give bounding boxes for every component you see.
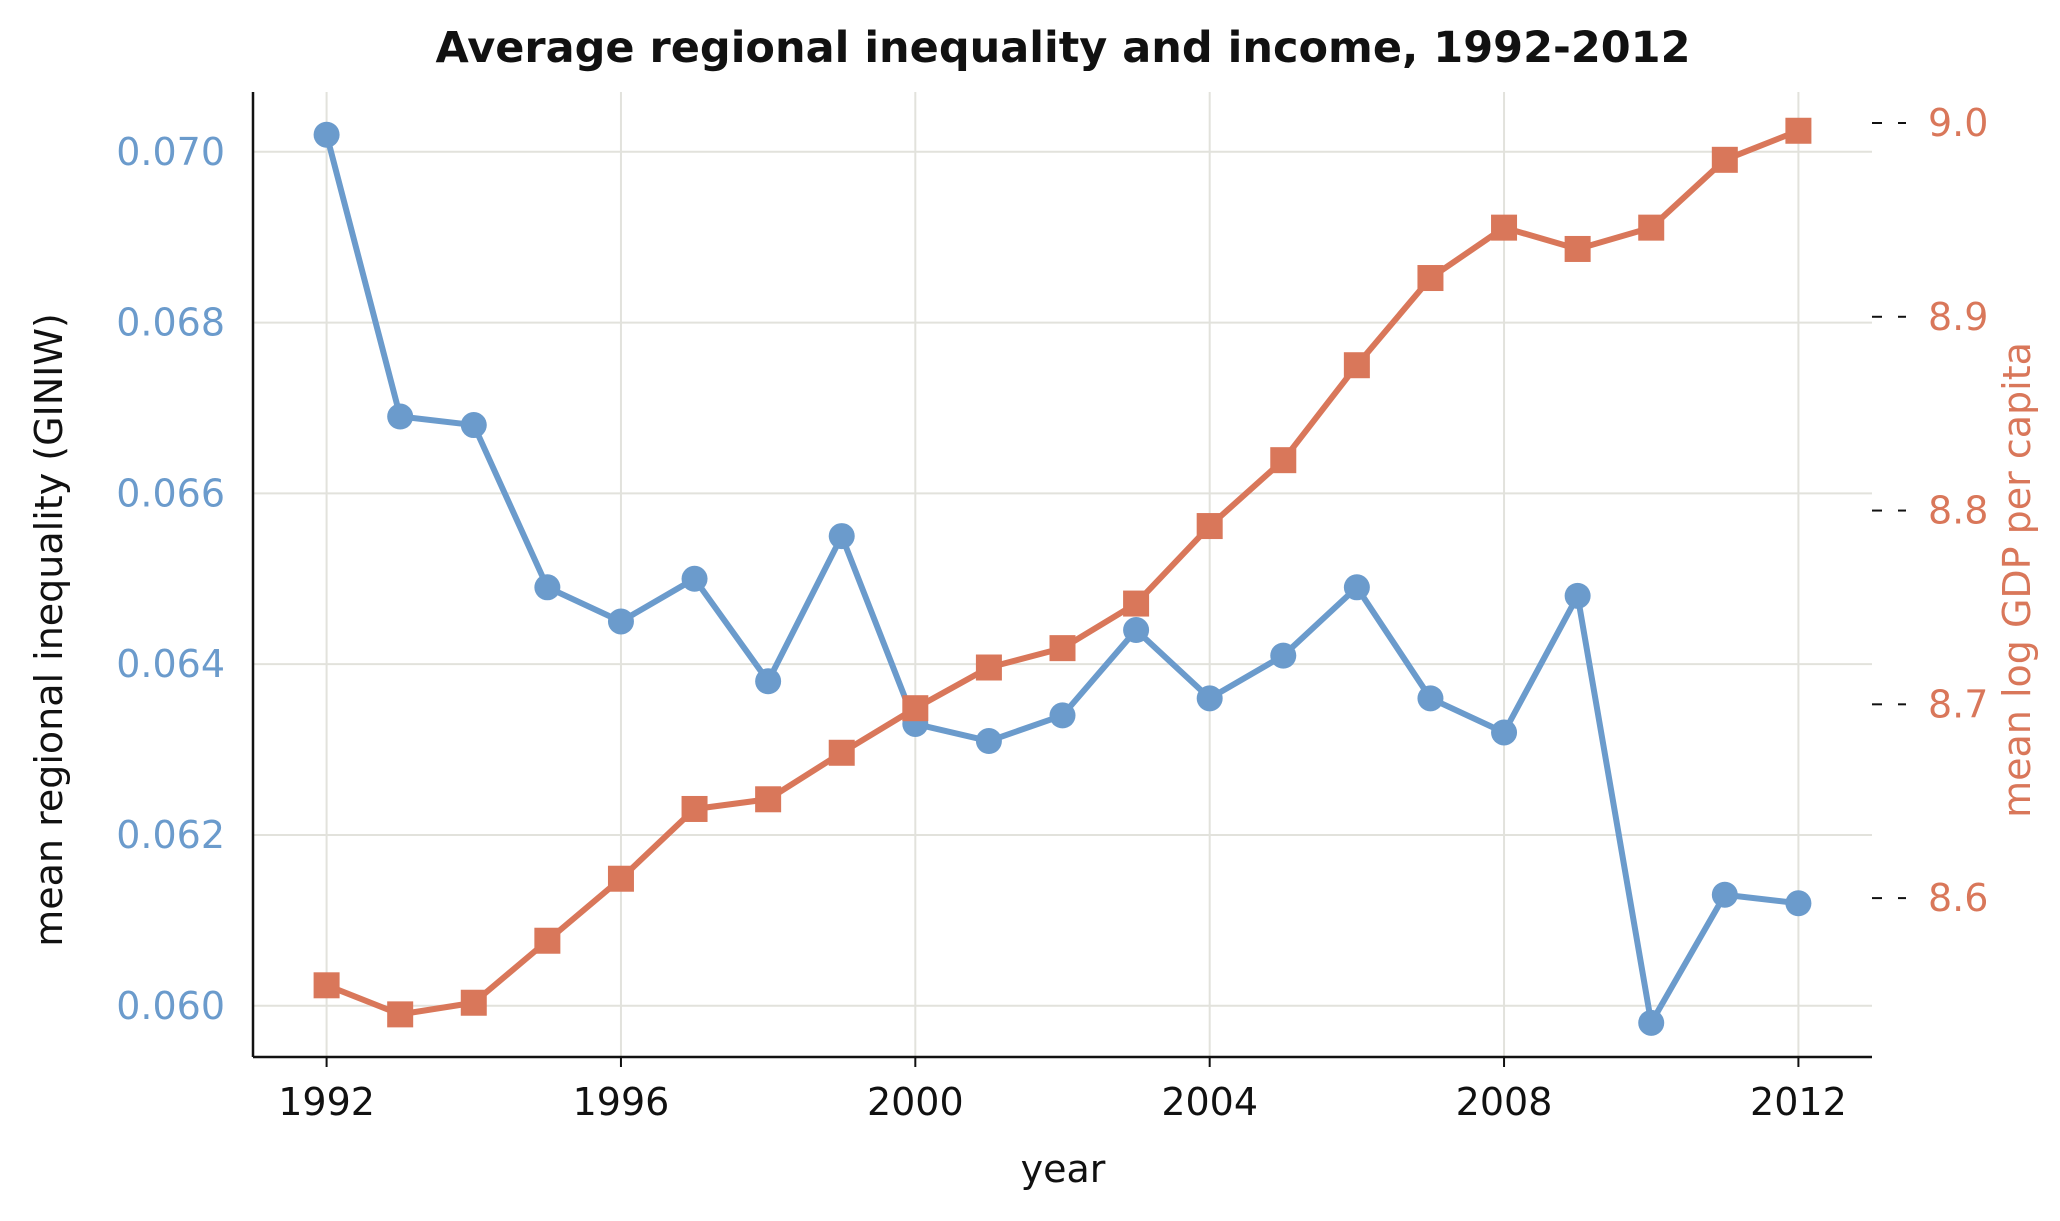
inequality-point (1564, 582, 1591, 609)
y-axis-right-label: mean log GDP per capita (1995, 342, 2039, 818)
y-right-tick-label: 9.0 (1928, 101, 1988, 145)
inequality-point (1417, 685, 1444, 712)
gdp-point (1564, 235, 1591, 262)
gdp-point (975, 654, 1002, 681)
x-tick-label: 2012 (1750, 1080, 1847, 1124)
inequality-point (1343, 574, 1370, 601)
gdp-point (460, 989, 487, 1016)
gdp-point (1638, 214, 1665, 241)
y-left-tick-label: 0.064 (116, 642, 225, 686)
y-right-tick-label: 8.7 (1928, 682, 1988, 726)
inequality-point (1638, 1009, 1665, 1036)
inequality-point (975, 728, 1002, 755)
gdp-point (755, 786, 782, 813)
gdp-point (1785, 117, 1812, 144)
axes (251, 92, 1906, 1067)
gdp-point (1417, 265, 1444, 292)
y-axis-left-label: mean regional inequality (GINIW) (27, 313, 71, 947)
gdp-point (607, 865, 634, 892)
inequality-point (313, 121, 340, 148)
gdp-point (534, 927, 561, 954)
inequality-point (460, 412, 487, 439)
gdp-point (681, 795, 708, 822)
y-left-tick-label: 0.068 (116, 301, 225, 345)
gdp-point (1270, 447, 1297, 474)
gdp-line (325, 127, 1800, 1018)
y-right-tick-label: 8.9 (1928, 295, 1988, 339)
y-left-tick-label: 0.070 (116, 130, 225, 174)
tick-labels: 1992 1996 2000 2004 2008 2012 0.060 0.062 0.064 0… (116, 101, 1988, 1124)
y-left-tick-label: 0.066 (116, 471, 225, 515)
x-tick-label: 2004 (1161, 1080, 1258, 1124)
x-tick-label: 2008 (1456, 1080, 1553, 1124)
grid-lines (253, 92, 1872, 1057)
y-right-tick-label: 8.8 (1928, 489, 1988, 533)
x-tick-label: 1996 (573, 1080, 670, 1124)
gdp-point (1196, 513, 1223, 540)
inequality-point (1711, 881, 1738, 908)
inequality-point (1785, 890, 1812, 917)
inequality-point (1123, 617, 1150, 644)
inequality-point (1049, 702, 1076, 729)
inequality-point (755, 668, 782, 695)
inequality-point (534, 574, 561, 601)
inequality-point (1196, 685, 1223, 712)
gdp-point (828, 739, 855, 766)
x-tick-label: 1992 (278, 1080, 375, 1124)
gdp-point (313, 972, 340, 999)
gdp-point (1049, 635, 1076, 662)
inequality-point (681, 565, 708, 592)
gdp-point (1711, 146, 1738, 173)
y-right-tick-label: 8.6 (1928, 876, 1988, 920)
gdp-point (387, 1001, 414, 1028)
inequality-point (1491, 719, 1518, 746)
y-left-tick-label: 0.060 (116, 984, 225, 1028)
gdp-point (1123, 590, 1150, 617)
chart-title: Average regional inequality and income, … (435, 23, 1690, 73)
inequality-point (607, 608, 634, 635)
gdp-point (1343, 352, 1370, 379)
x-tick-label: 2000 (867, 1080, 964, 1124)
gdp-point (902, 695, 929, 722)
inequality-point (1270, 642, 1297, 669)
inequality-point (828, 523, 855, 550)
x-axis-label: year (1021, 1147, 1106, 1191)
inequality-point (387, 403, 414, 430)
y-left-tick-label: 0.062 (116, 813, 225, 857)
series-markers (313, 117, 1812, 1036)
gdp-point (1491, 214, 1518, 241)
